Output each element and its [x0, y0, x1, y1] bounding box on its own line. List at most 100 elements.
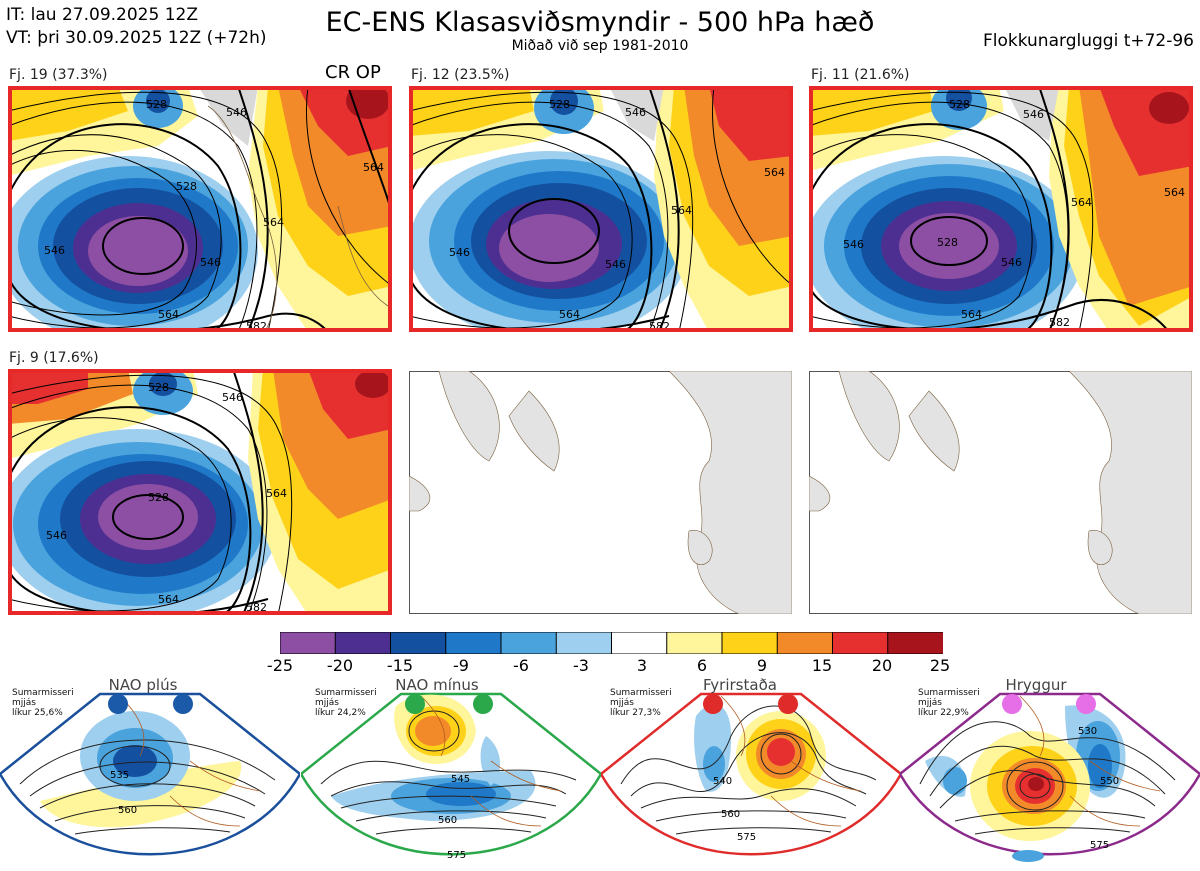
regime-dot-nao-minus-left	[405, 694, 425, 714]
cluster-map-1: 528 528 546 546 546 564 564 564 582	[8, 86, 392, 332]
map3-contour-label-3: 546	[1023, 108, 1044, 121]
blocking-contour-label-2: 560	[721, 809, 740, 820]
map2-contour-label-2: 546	[625, 106, 646, 119]
nao-minus-contour-label-1: 545	[451, 774, 470, 785]
colorbar-segment	[666, 631, 723, 655]
map4-contour-label-4: 546	[46, 529, 67, 542]
colorbar-segment	[500, 631, 558, 655]
blocking-contour-label-1: 540	[713, 776, 732, 787]
cluster-4-label: Fj. 9 (17.6%)	[9, 350, 99, 366]
map2-contour-label-3: 546	[449, 246, 470, 259]
map1-contour-label-3: 546	[226, 106, 247, 119]
map4-contour-label-1: 528	[148, 381, 169, 394]
colorbar-tick: -15	[386, 656, 414, 675]
nao-minus-contour-label-3: 575	[447, 850, 466, 861]
colorbar-tick: 25	[929, 656, 951, 675]
colorbar-tick: 9	[756, 656, 768, 675]
map3-contour-label-7: 564	[961, 308, 982, 321]
regime-blocking: 540 560 575	[601, 676, 901, 871]
page-title: EC-ENS Klasasviðsmyndir - 500 hPa hæð	[325, 7, 875, 38]
regime-dot-blocking-right	[778, 694, 798, 714]
regime-note-line: líkur 27,3%	[610, 708, 661, 718]
map1-contour-label-7: 564	[158, 308, 179, 321]
colorbar-tick: -9	[453, 656, 469, 675]
regime-name-nao-plus: NAO plús	[108, 676, 178, 694]
regime-note-line: líkur 22,9%	[918, 708, 969, 718]
map4-contour-label-7: 582	[246, 601, 267, 614]
colorbar-segment	[555, 631, 613, 655]
regime-nao-minus: 545 560 575	[301, 676, 601, 871]
map1-contour-label-2: 528	[176, 180, 197, 193]
nao-plus-contour-label-1: 535	[110, 770, 129, 781]
regime-name-nao-minus: NAO mínus	[395, 676, 479, 694]
regime-note-line: mjjás	[610, 698, 634, 708]
regime-dot-ridge-right	[1076, 694, 1096, 714]
map4-contour-label-6: 564	[158, 593, 179, 606]
regime-dot-ridge-left	[1002, 694, 1022, 714]
cluster-1-label: Fj. 19 (37.3%)	[9, 67, 108, 83]
forecast-times: IT: lau 27.09.2025 12Z VT: þri 30.09.202…	[6, 4, 267, 50]
ridge-contour-label-1: 530	[1078, 726, 1097, 737]
regime-note-line: Sumarmisseri	[315, 688, 377, 698]
map3-contour-label-5: 546	[1001, 256, 1022, 269]
regime-note-line: mjjás	[12, 698, 36, 708]
map3-contour-label-2: 528	[937, 236, 958, 249]
map4-contour-label-2: 528	[148, 491, 169, 504]
regime-nao-plus: 535 560	[0, 676, 300, 871]
map2-contour-label-7: 564	[764, 166, 785, 179]
map2-contour-label-5: 564	[671, 204, 692, 217]
regime-dot-nao-plus-left	[108, 694, 128, 714]
colorbar-segment	[445, 631, 502, 655]
colorbar-tick: 20	[871, 656, 893, 675]
cluster-3-label: Fj. 11 (21.6%)	[811, 67, 910, 83]
map4-contour-label-3: 546	[222, 391, 243, 404]
colorbar-segment	[334, 631, 392, 655]
colorbar-segment	[887, 631, 944, 655]
cluster-2-label: Fj. 12 (23.5%)	[411, 67, 510, 83]
map3-contour-label-1: 528	[949, 98, 970, 111]
regime-note-ridge: Sumarmisseri mjjás líkur 22,9%	[918, 688, 980, 718]
colorbar-tick: -25	[266, 656, 294, 675]
cluster-map-3: 528 528 546 546 546 564 564 564 582	[809, 86, 1193, 332]
colorbar-segment	[390, 631, 447, 655]
regime-dot-nao-minus-right	[473, 694, 493, 714]
colorbar-tick: -3	[573, 656, 589, 675]
ridge-contour-label-3: 575	[1090, 840, 1109, 851]
map1-contour-label-6: 564	[263, 216, 284, 229]
map1-contour-label-8: 564	[363, 161, 384, 174]
colorbar-segment	[832, 631, 889, 655]
ridge-contour-label-2: 550	[1100, 776, 1119, 787]
colorbar-tick: -20	[326, 656, 354, 675]
regime-note-line: líkur 24,2%	[315, 708, 366, 718]
regime-name-blocking: Fyrirstaða	[703, 676, 777, 694]
regime-note-line: Sumarmisseri	[610, 688, 672, 698]
cluster-1-tags: CR OP	[325, 62, 381, 83]
regime-note-line: líkur 25,6%	[12, 708, 63, 718]
regime-note-line: mjjás	[918, 698, 942, 708]
regime-note-nao-minus: Sumarmisseri mjjás líkur 24,2%	[315, 688, 377, 718]
classification-window: Flokkunargluggi t+72-96	[982, 31, 1194, 51]
regime-note-line: Sumarmisseri	[12, 688, 74, 698]
cluster-map-4: 528 528 546 546 564 564 582	[8, 369, 392, 615]
map4-contour-label-5: 564	[266, 487, 287, 500]
map3-contour-label-4: 546	[843, 238, 864, 251]
colorbar-tick: 6	[696, 656, 708, 675]
map1-contour-label-5: 546	[200, 256, 221, 269]
colorbar-segment	[279, 631, 337, 655]
nao-plus-contour-label-2: 560	[118, 805, 137, 816]
map1-contour-label-4: 546	[44, 244, 65, 257]
map2-contour-label-4: 546	[605, 258, 626, 271]
climatology-subtitle: Miðað við sep 1981-2010	[511, 38, 689, 54]
regime-note-line: mjjás	[315, 698, 339, 708]
valid-time: VT: þri 30.09.2025 12Z (+72h)	[6, 28, 267, 48]
nao-minus-contour-label-2: 560	[438, 815, 457, 826]
regime-name-ridge: Hryggur	[1005, 676, 1067, 694]
map3-contour-label-6: 564	[1071, 196, 1092, 209]
anomaly-colorbar	[279, 631, 944, 655]
colorbar-segment	[721, 631, 779, 655]
colorbar-tick: -6	[513, 656, 529, 675]
empty-map-6	[809, 371, 1192, 614]
regime-dot-nao-plus-right	[173, 694, 193, 714]
colorbar-tick: 3	[636, 656, 648, 675]
map2-contour-label-1: 528	[549, 98, 570, 111]
